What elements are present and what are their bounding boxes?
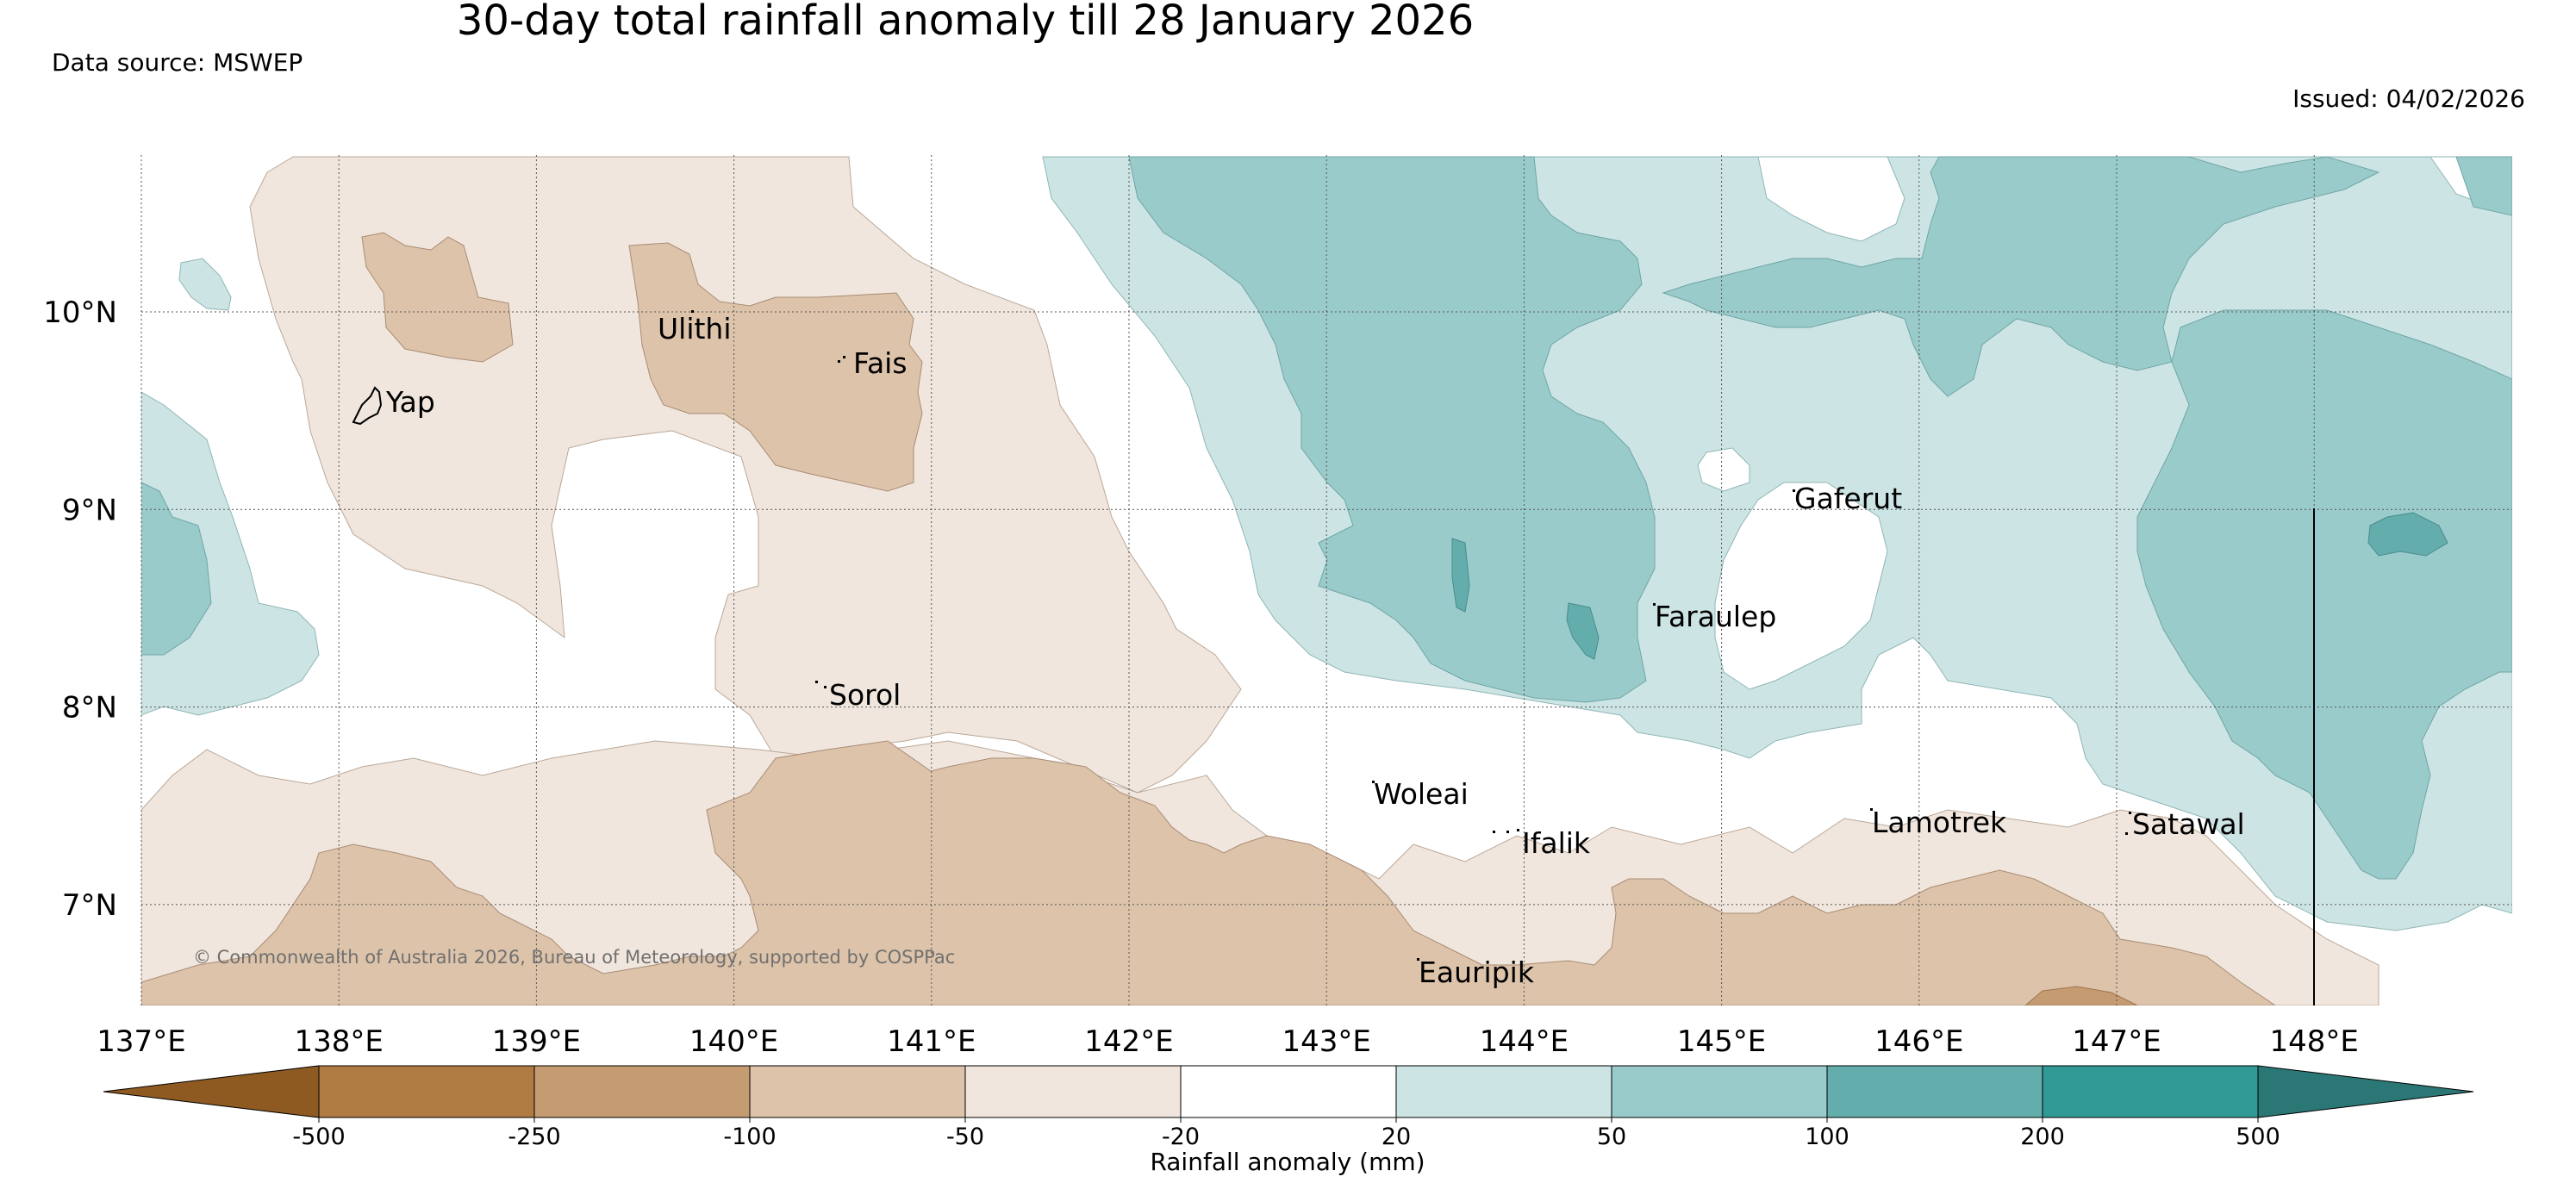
colorbar-tick-label: -20	[1162, 1124, 1200, 1150]
colorbar-tick-label: -500	[292, 1124, 345, 1150]
colorbar-tick-label: 50	[1597, 1124, 1626, 1150]
island-marker	[691, 310, 694, 313]
data-source: Data source: MSWEP	[52, 48, 303, 77]
chart-title: 30-day total rainfall anomaly till 28 Ja…	[457, 0, 1474, 45]
copyright-note: © Commonwealth of Australia 2026, Bureau…	[193, 947, 955, 968]
colorbar-tick-label: -50	[946, 1124, 984, 1150]
island-marker	[1372, 781, 1375, 783]
island-marker	[1493, 831, 1495, 833]
wet-light-dot-a	[178, 258, 232, 311]
issued-date: Issued: 04/02/2026	[2292, 84, 2525, 113]
island-marker	[843, 356, 845, 358]
gridlines	[140, 155, 2512, 1005]
lon-label: 145°E	[1677, 1024, 1766, 1059]
island-marker	[2129, 812, 2131, 814]
place-label: Gaferut	[1794, 482, 1902, 515]
lat-label: 8°N	[62, 691, 117, 725]
lon-label: 138°E	[295, 1024, 384, 1059]
place-label: Sorol	[829, 678, 901, 712]
hole-gaferut	[1697, 447, 1750, 492]
dry-strong-patch	[2024, 986, 2138, 1005]
colorbar-tick-label: 20	[1382, 1124, 1411, 1150]
lon-label: 146°E	[1874, 1024, 1963, 1059]
island-marker	[1870, 808, 1873, 811]
wet-medium-east	[1662, 156, 2512, 880]
colorbar-segment	[533, 1065, 751, 1118]
wet-dark-patch-c	[2367, 512, 2448, 557]
colorbar-tick-label: -100	[723, 1124, 776, 1150]
island-marker	[1653, 603, 1656, 606]
lon-label: 142°E	[1084, 1024, 1173, 1059]
colorbar-tick-label: 500	[2236, 1124, 2280, 1150]
colorbar-segment	[749, 1065, 966, 1118]
lon-label: 147°E	[2072, 1024, 2161, 1059]
wet-dark-patch-a	[1451, 538, 1470, 613]
wet-dark-patch-b	[1566, 602, 1600, 660]
island-marker	[824, 686, 826, 688]
place-labels: Yap Ulithi Fais Gaferut Faraulep Sorol Woleai I…	[385, 310, 2245, 989]
place-label: Eauripik	[1419, 956, 1535, 989]
island-marker	[1517, 829, 1519, 831]
colorbar-label: Rainfall anomaly (mm)	[1150, 1148, 1425, 1176]
hole-north-east	[1757, 156, 1905, 242]
dry-medium-north-b	[628, 242, 923, 492]
lat-label: 7°N	[62, 888, 117, 923]
place-label: Yap	[385, 385, 435, 419]
island-marker	[1417, 958, 1419, 961]
lon-label: 141°E	[887, 1024, 976, 1059]
lon-label: 137°E	[97, 1024, 185, 1059]
colorbar: -500 -250 -100 -50 -20 20 50 100 200 500	[103, 1065, 2474, 1150]
colorbar-segment	[318, 1065, 535, 1118]
island-marker	[838, 360, 840, 363]
island-marker	[2125, 832, 2128, 835]
dry-medium-north-a	[361, 232, 514, 363]
colorbar-segment	[1395, 1065, 1612, 1118]
place-label: Satawal	[2132, 807, 2245, 841]
colorbar-extend-max	[2257, 1065, 2474, 1118]
lon-label: 140°E	[689, 1024, 778, 1059]
island-marker	[1793, 489, 1795, 492]
latitude-labels: 10°N 9°N 8°N 7°N	[43, 296, 117, 923]
lon-label: 143°E	[1282, 1024, 1371, 1059]
place-label: Ulithi	[658, 312, 732, 345]
place-label: Faraulep	[1655, 600, 1776, 633]
lat-label: 9°N	[62, 493, 117, 527]
anomaly-fields	[141, 156, 2512, 1005]
island-marker	[815, 681, 818, 683]
colorbar-segment	[964, 1065, 1182, 1118]
place-label: Ifalik	[1522, 826, 1591, 860]
dry-medium-south	[141, 740, 2276, 1005]
lon-label: 139°E	[492, 1024, 581, 1059]
map-panel: Yap Ulithi Fais Gaferut Faraulep Sorol Woleai I…	[140, 155, 2512, 1005]
colorbar-segment	[1180, 1065, 1397, 1118]
colorbar-extend-min	[103, 1065, 320, 1118]
wet-medium-central	[1128, 156, 1656, 703]
lat-label: 10°N	[43, 296, 117, 330]
colorbar-segment	[1611, 1065, 1828, 1118]
colorbar-segment	[2042, 1065, 2259, 1118]
island-marker	[1506, 831, 1509, 833]
colorbar-tick-label: 100	[1805, 1124, 1849, 1150]
lon-label: 148°E	[2270, 1024, 2359, 1059]
place-label: Fais	[853, 346, 908, 380]
lon-label: 144°E	[1480, 1024, 1569, 1059]
place-label: Lamotrek	[1872, 806, 2007, 839]
place-label: Woleai	[1374, 777, 1469, 811]
colorbar-tick-label: 200	[2020, 1124, 2065, 1150]
colorbar-tick-label: -250	[508, 1124, 560, 1150]
colorbar-segment	[1826, 1065, 2043, 1118]
longitude-labels: 137°E 138°E 139°E 140°E 141°E 142°E 143°E 144°E…	[97, 1024, 2359, 1059]
wet-medium-west	[141, 482, 212, 656]
yap-island-shape	[352, 386, 383, 426]
hole-gaferut-south	[1714, 482, 1888, 690]
